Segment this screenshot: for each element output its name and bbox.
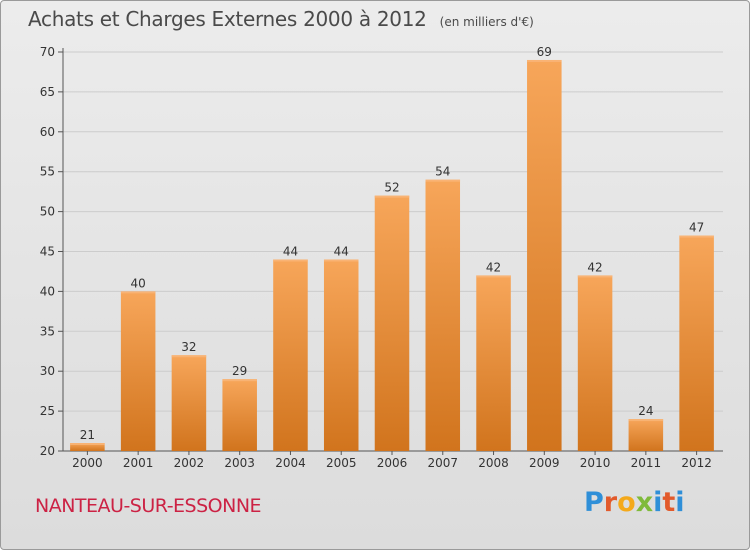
bar-highlight: [476, 275, 511, 278]
data-label: 44: [283, 244, 298, 258]
y-tick-label: 30: [40, 364, 55, 378]
bar-2012: [679, 235, 714, 451]
x-tick-label: 2010: [580, 456, 611, 470]
commune-name: NANTEAU-SUR-ESSONNE: [35, 495, 262, 517]
data-label: 54: [435, 165, 450, 179]
bar-2002: [171, 355, 207, 451]
chart-title: Achats et Charges Externes 2000 à 2012: [28, 7, 427, 31]
data-label: 47: [689, 221, 704, 235]
x-tick-label: 2008: [478, 456, 509, 470]
data-label: 24: [638, 404, 653, 418]
bar-highlight: [628, 419, 664, 422]
y-tick-label: 50: [40, 205, 55, 219]
data-label: 52: [384, 181, 399, 195]
bar-highlight: [679, 235, 714, 238]
y-tick-label: 65: [40, 85, 55, 99]
bar-2005: [323, 259, 359, 451]
bar-2001: [120, 291, 156, 451]
chart-unit: (en milliers d'€): [439, 15, 534, 29]
bar-highlight: [425, 179, 461, 182]
bar-highlight: [323, 259, 359, 262]
x-tick-label: 2006: [377, 456, 408, 470]
bar-highlight: [171, 355, 207, 358]
y-tick-label: 55: [40, 165, 55, 179]
bar-2011: [628, 419, 664, 451]
bars: [70, 59, 714, 451]
bar-2010: [577, 275, 613, 451]
data-label: 42: [486, 260, 501, 274]
x-tick-label: 2002: [174, 456, 205, 470]
bar-2000: [70, 443, 105, 451]
bar-2003: [222, 379, 257, 451]
data-label: 44: [334, 244, 349, 258]
x-tick-label: 2009: [529, 456, 560, 470]
proxiti-logo: Proxiti: [584, 487, 685, 518]
y-tick-label: 70: [40, 45, 55, 59]
bar-2006: [374, 195, 410, 451]
y-tick-label: 40: [40, 284, 55, 298]
x-tick-label: 2012: [681, 456, 712, 470]
x-tick-label: 2003: [224, 456, 255, 470]
data-labels: 21 40 32 29 44 44 52 54 42 69 42 24 47: [80, 45, 705, 442]
x-tick-label: 2007: [427, 456, 458, 470]
x-tick-label: 2005: [326, 456, 357, 470]
bar-highlight: [527, 59, 562, 62]
y-tick-label: 35: [40, 324, 55, 338]
bar-highlight: [120, 291, 156, 294]
axes: 20 25 30 35 40 45 50 55 60 65 70 2000 2001 2002 2003 20…: [40, 45, 723, 470]
bar-2007: [425, 179, 461, 451]
bar-highlight: [70, 443, 105, 446]
bar-highlight: [577, 275, 613, 278]
data-label: 29: [232, 364, 247, 378]
bar-highlight: [273, 259, 308, 262]
bar-highlight: [374, 195, 410, 198]
bar-2009: [527, 59, 562, 451]
data-label: 21: [80, 428, 95, 442]
bar-2008: [476, 275, 511, 451]
x-tick-label: 2000: [72, 456, 103, 470]
y-tick-label: 45: [40, 245, 55, 259]
x-tick-label: 2001: [123, 456, 154, 470]
y-tick-label: 60: [40, 125, 55, 139]
data-label: 42: [587, 260, 602, 274]
chart-title-row: Achats et Charges Externes 2000 à 2012 (…: [28, 7, 534, 31]
data-label: 40: [131, 276, 146, 290]
data-label: 32: [181, 340, 196, 354]
data-label: 69: [537, 45, 552, 59]
x-tick-label: 2011: [631, 456, 662, 470]
x-tick-label: 2004: [275, 456, 306, 470]
y-tick-label: 25: [40, 404, 55, 418]
bar-highlight: [222, 379, 257, 382]
bar-2004: [273, 259, 308, 451]
y-tick-label: 20: [40, 444, 55, 458]
